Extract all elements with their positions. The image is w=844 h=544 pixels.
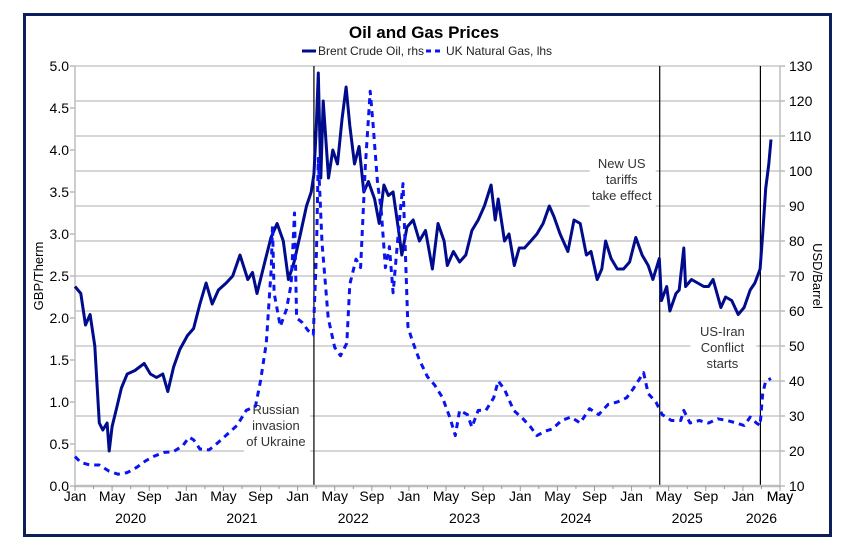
x-month-label: Jan [64,488,87,504]
left-tick-label: 0.0 [50,478,70,494]
right-tick-label: 130 [789,58,813,74]
left-tick-label: 3.5 [50,184,70,200]
x-month-label: Sep [471,488,496,504]
legend: Brent Crude Oil, rhs UK Natural Gas, lhs [302,44,552,58]
event-label: invasion [252,418,300,433]
x-month-label: Sep [137,488,162,504]
x-month-label: May [544,488,570,504]
left-tick-label: 4.5 [50,100,70,116]
x-month-label: Jan [732,488,755,504]
x-year-label: 2020 [115,510,146,526]
x-year-label: 2022 [338,510,369,526]
left-tick-label: 1.0 [50,394,70,410]
right-tick-label: 70 [789,268,805,284]
x-month-label: May [433,488,459,504]
event-label: US-Iran [700,324,745,339]
right-tick-label: 100 [789,163,813,179]
right-tick-label: 30 [789,408,805,424]
left-tick-label: 5.0 [50,58,70,74]
x-month-label: May [210,488,236,504]
x-month-label: Sep [582,488,607,504]
event-label-background [589,154,656,208]
event-label: of Ukraine [246,434,305,449]
x-month-label: Sep [693,488,718,504]
event-label: Russian [252,402,299,417]
x-month-label: Jan [398,488,421,504]
uk-gas-line [73,89,772,476]
x-month-label: May [99,488,125,504]
x-month-label: Jan [286,488,309,504]
left-tick-label: 3.0 [50,226,70,242]
x-month-label: Jan [620,488,643,504]
legend-label-gas: UK Natural Gas, lhs [446,44,552,58]
x-month-label: Sep [359,488,384,504]
x-year-label: 2024 [560,510,591,526]
legend-label-oil: Brent Crude Oil, rhs [318,44,424,58]
event-label: tariffs [606,172,638,187]
event-label-background [690,322,757,376]
right-tick-label: 10 [789,478,805,494]
event-label: starts [707,356,739,371]
x-month-label: Jan [175,488,198,504]
event-label-background [243,400,310,454]
x-year-label: 2025 [672,510,703,526]
event-label: New US [598,156,646,171]
left-tick-label: 4.0 [50,142,70,158]
event-label: take effect [592,188,652,203]
right-tick-label: 110 [789,128,812,144]
right-tick-label: 80 [789,233,805,249]
x-month-label: Jan [509,488,532,504]
event-label: Conflict [701,340,745,355]
chart-frame [23,13,832,537]
right-tick-label: 20 [789,443,805,459]
x-year-label: 2021 [226,510,257,526]
right-axis-title: USD/Barrel [810,243,825,309]
x-month-label: May [655,488,681,504]
x-month-label: May [767,488,793,504]
brent-oil-line [73,71,773,453]
right-tick-label: 120 [789,93,813,109]
right-tick-label: 90 [789,198,805,214]
x-month-label: Sep [248,488,273,504]
left-tick-label: 2.0 [50,310,70,326]
left-axis-title: GBP/Therm [31,242,46,311]
x-month-label: May [322,488,348,504]
x-month-label: May [767,488,793,504]
right-tick-label: 40 [789,373,805,389]
chart-title: Oil and Gas Prices [349,23,499,42]
right-tick-label: 60 [789,303,805,319]
left-tick-label: 1.5 [50,352,70,368]
x-year-label: 2023 [449,510,480,526]
right-tick-label: 50 [789,338,805,354]
left-tick-label: 0.5 [50,436,70,452]
left-tick-label: 2.5 [50,268,70,284]
x-year-label: 2026 [746,510,777,526]
